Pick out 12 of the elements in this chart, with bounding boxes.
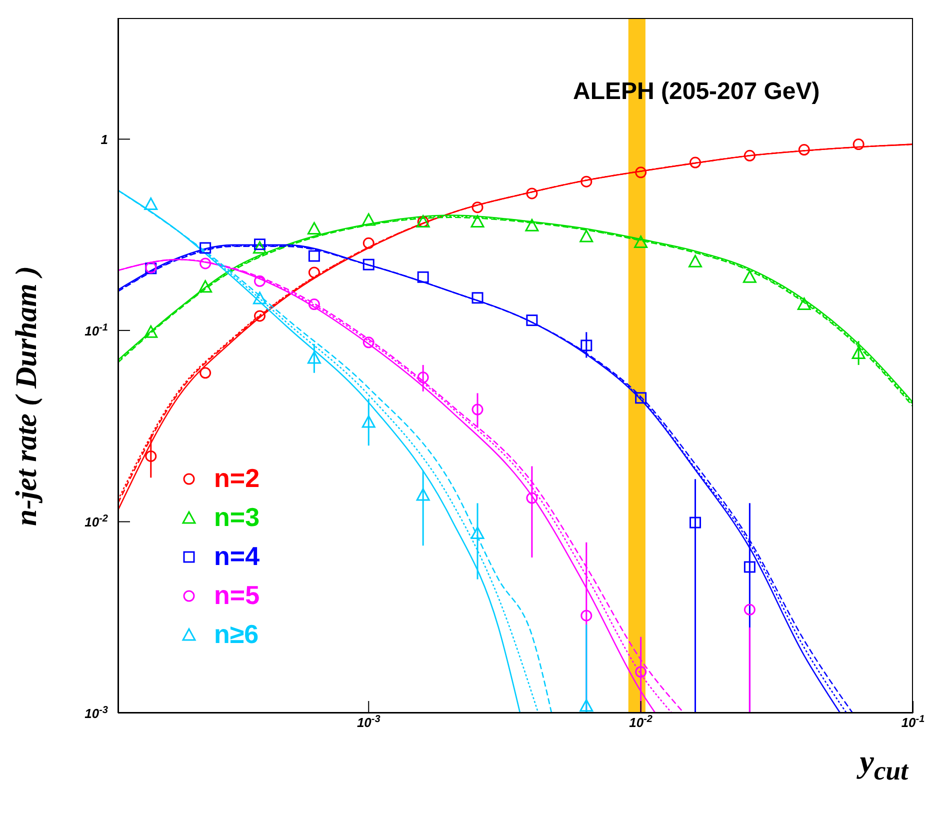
legend-label: n=2 (214, 463, 260, 494)
x-tick-label: 10$^{-2}$ (629, 714, 653, 730)
y-axis-title: n-jet rate ( Durham ) (10, 265, 44, 526)
y-tick-label: 1 (100, 132, 108, 148)
x-tick-label: 10$^{-1}$ (901, 714, 926, 730)
y-tick-label: 10$^{-2}$ (84, 513, 108, 530)
legend-label: n≥6 (214, 619, 259, 650)
legend-label: n=5 (214, 580, 260, 611)
legend-label: n=3 (214, 502, 260, 533)
y-tick-label: 10$^{-1}$ (84, 322, 108, 338)
x-tick-label: 10$^{-3}$ (356, 714, 381, 730)
legend-label: n=4 (214, 541, 260, 572)
